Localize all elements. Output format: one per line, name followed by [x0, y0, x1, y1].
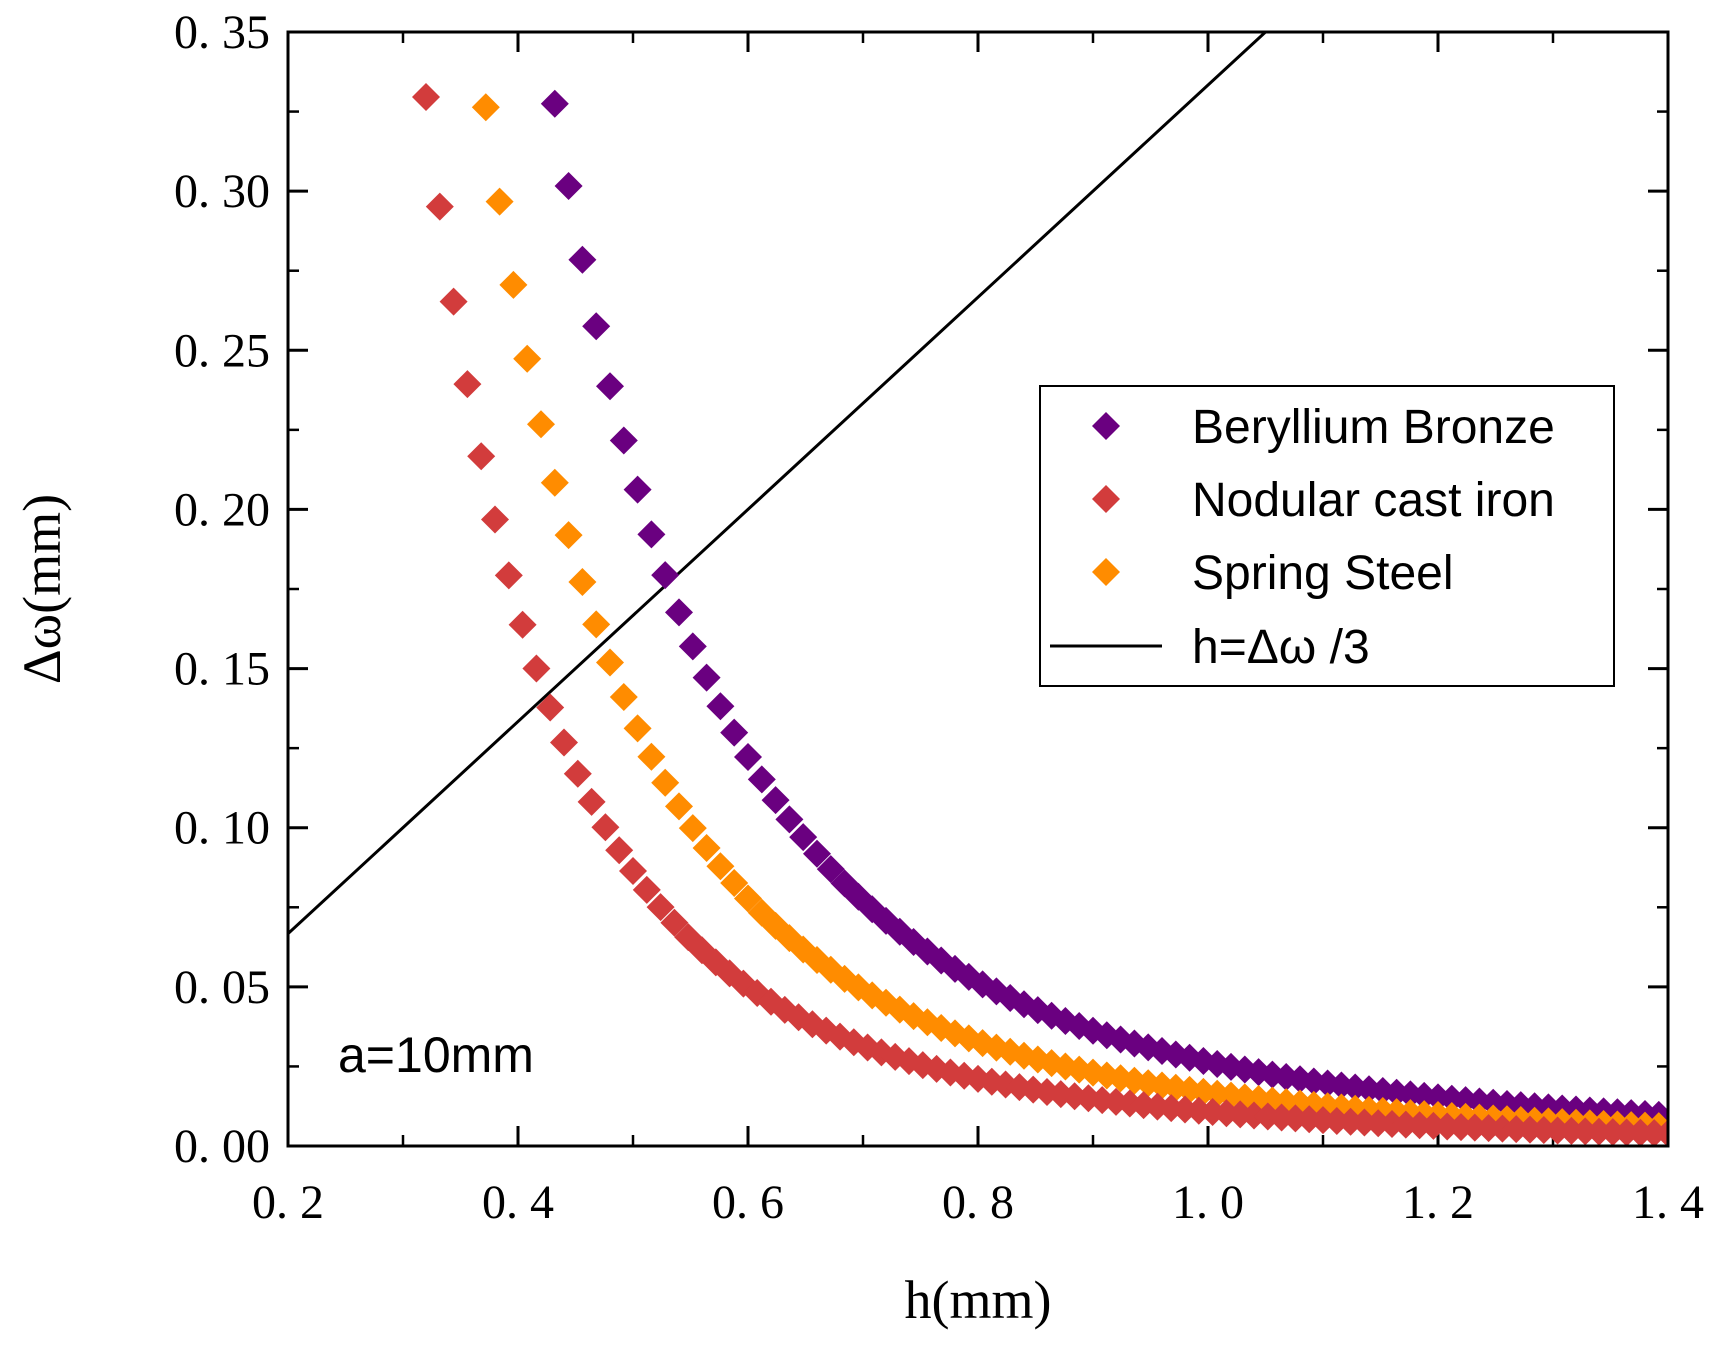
data-point — [554, 171, 583, 200]
x-tick-label: 1. 4 — [1632, 1176, 1704, 1229]
data-point — [816, 855, 845, 884]
plot-frame — [286, 30, 1670, 1148]
data-point — [692, 833, 721, 862]
data-point — [568, 245, 597, 274]
data-point — [522, 654, 551, 683]
y-tick-label: 0. 10 — [174, 802, 270, 855]
data-point — [609, 683, 638, 712]
data-point — [720, 718, 749, 747]
legend-marker — [1092, 412, 1120, 440]
data-point — [499, 270, 528, 299]
y-tick-label: 0. 15 — [174, 643, 270, 696]
y-tick-label: 0. 25 — [174, 324, 270, 377]
data-point — [591, 813, 620, 842]
data-point — [605, 836, 634, 865]
data-point — [720, 868, 749, 897]
data-point — [563, 759, 592, 788]
legend-marker — [1092, 558, 1120, 586]
data-point — [775, 805, 804, 834]
data-point — [619, 857, 647, 886]
data-point — [651, 768, 680, 797]
data-point — [747, 765, 776, 794]
data-point — [577, 787, 606, 816]
y-tick-label: 0. 00 — [174, 1120, 270, 1173]
data-point — [646, 893, 675, 922]
data-point — [453, 370, 482, 399]
x-tick-label: 0. 2 — [252, 1176, 324, 1229]
data-point — [485, 187, 514, 216]
data-point — [637, 520, 666, 549]
data-point — [734, 742, 762, 771]
legend-label: Nodular cast iron — [1192, 474, 1555, 527]
data-point — [508, 610, 537, 639]
data-point — [692, 663, 721, 692]
data-point — [471, 93, 500, 122]
x-tick-label: 1. 0 — [1172, 1176, 1244, 1229]
data-point — [540, 468, 569, 497]
data-point — [803, 839, 831, 868]
data-point — [1023, 996, 1052, 1025]
reference-line-series — [288, 32, 1267, 935]
x-tick-label: 1. 2 — [1402, 1176, 1474, 1229]
data-point — [540, 89, 569, 118]
legend-box — [1039, 385, 1615, 687]
y-tick-label: 0. 35 — [174, 6, 270, 59]
data-point — [665, 792, 693, 821]
data-point — [481, 505, 509, 534]
x-axis-title: h(mm) — [905, 1270, 1052, 1330]
data-point — [467, 442, 496, 471]
legend-label: Beryllium Bronze — [1192, 401, 1555, 454]
data-point — [623, 475, 652, 504]
data-point — [678, 632, 707, 661]
y-axis-title: Δω(mm) — [12, 494, 72, 684]
x-axis-ticks: 0. 2 0. 4 0. 6 0. 8 1. 0 1. 2 1. 4 — [252, 32, 1704, 1229]
data-point — [513, 344, 542, 373]
data-point — [494, 561, 523, 590]
x-tick-label: 0. 8 — [942, 1176, 1014, 1229]
data-point — [706, 852, 735, 881]
data-point — [568, 568, 597, 597]
x-tick-label: 0. 6 — [712, 1176, 784, 1229]
legend-label: h=Δω /3 — [1192, 621, 1370, 674]
data-point — [536, 693, 565, 722]
y-tick-label: 0. 20 — [174, 483, 270, 536]
x-tick-label: 0. 4 — [482, 1176, 554, 1229]
data-point — [734, 884, 762, 913]
y-axis-ticks: 0. 00 0. 05 0. 10 0. 15 0. 20 0. 25 0. 30 0. 35 — [174, 6, 1668, 1173]
data-point — [596, 372, 624, 401]
data-point — [637, 742, 666, 771]
data-point — [554, 521, 583, 550]
data-point — [632, 875, 661, 904]
y-tick-label: 0. 30 — [174, 165, 270, 218]
data-point — [623, 714, 652, 743]
data-point — [412, 82, 440, 111]
data-point — [706, 692, 735, 721]
data-point — [651, 561, 680, 590]
data-point — [527, 410, 555, 439]
data-point — [609, 426, 638, 455]
data-point — [660, 908, 689, 937]
data-point — [550, 728, 578, 757]
data-point — [596, 648, 624, 677]
data-point — [425, 192, 454, 221]
legend-marker — [1092, 485, 1120, 513]
data-point — [582, 610, 611, 639]
plot-area — [288, 0, 1668, 1146]
y-tick-label: 0. 05 — [174, 961, 270, 1014]
data-point — [1654, 1119, 1668, 1146]
legend: Beryllium Bronze Nodular cast iron Spring … — [1039, 385, 1615, 687]
scatter-series — [412, 0, 1668, 1146]
data-point — [527, 0, 555, 26]
data-point — [439, 287, 468, 316]
annotation-a-10mm: a=10mm — [338, 1027, 534, 1083]
data-point — [789, 823, 818, 852]
data-point — [678, 814, 707, 843]
data-point — [582, 312, 611, 341]
series-nodular-cast-iron — [412, 82, 1668, 1146]
reference-line — [288, 32, 1267, 935]
legend-label: Spring Steel — [1192, 547, 1454, 600]
data-point — [665, 598, 693, 627]
data-point — [761, 786, 790, 815]
